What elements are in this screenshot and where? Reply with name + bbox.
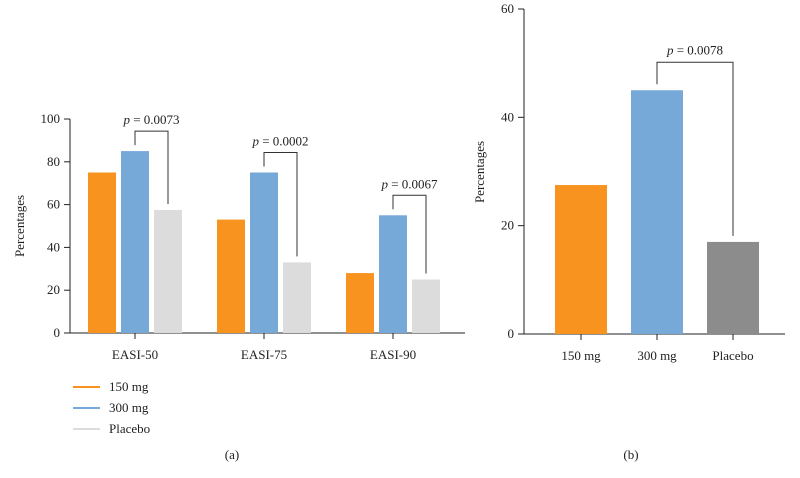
- bar-placebo: [707, 241, 759, 334]
- panel-a-x-labels: EASI-50 EASI-75 EASI-90: [112, 333, 416, 362]
- panel-a-y-tick-label: 80: [47, 154, 60, 169]
- bar-easi-90-150-mg: [346, 273, 374, 333]
- legend-label-300-mg: 300 mg: [109, 400, 149, 415]
- bar-easi-50-300-mg: [121, 151, 149, 333]
- panel-a-label: (a): [225, 447, 239, 462]
- panel-a-annotations: p = 0.0073 p = 0.0002 p = 0.0067: [122, 112, 438, 274]
- panel-a-y-tick-label: 100: [41, 111, 61, 126]
- bar-easi-75-300-mg: [250, 172, 278, 333]
- significance-bracket-easi-75: [263, 152, 298, 257]
- panel-a-y-tick-label: 20: [47, 282, 60, 297]
- legend-label-150-mg: 150 mg: [109, 379, 149, 394]
- panel-b-label: (b): [623, 447, 638, 462]
- p-value-easi-75: p = 0.0002: [251, 134, 308, 149]
- bar-easi-50-placebo: [154, 209, 182, 333]
- significance-bracket-easi-50: [134, 130, 169, 204]
- x-label-150-mg: 150 mg: [561, 348, 601, 363]
- bar-150-mg: [555, 185, 607, 334]
- panel-b-y-label: Percentages: [472, 141, 487, 203]
- significance-bracket-panel-b: [656, 61, 734, 236]
- significance-bracket-easi-90: [392, 194, 427, 274]
- panel-a-y-tick-label: 0: [54, 325, 61, 340]
- panel-a-y-ticks: 0 20 40 60 80 100: [41, 111, 70, 340]
- x-label-easi-75: EASI-75: [241, 347, 287, 362]
- x-label-easi-50: EASI-50: [112, 347, 158, 362]
- bar-easi-75-placebo: [283, 262, 311, 333]
- panel-b-bars: [555, 90, 759, 334]
- p-value-panel-b: p = 0.0078: [666, 42, 723, 57]
- panel-b-x-labels: 150 mg 300 mg Placebo: [561, 334, 754, 363]
- p-value-easi-50: p = 0.0073: [122, 112, 179, 127]
- bar-easi-90-300-mg: [379, 215, 407, 333]
- panel-a-y-label: Percentages: [12, 195, 27, 257]
- p-value-easi-90: p = 0.0067: [380, 176, 438, 191]
- panel-a-y-tick-label: 40: [47, 239, 60, 254]
- x-label-easi-90: EASI-90: [370, 347, 416, 362]
- bar-easi-75-150-mg: [217, 219, 245, 333]
- x-label-300-mg: 300 mg: [637, 348, 677, 363]
- bar-300-mg: [631, 90, 683, 334]
- x-label-placebo: Placebo: [712, 348, 753, 363]
- panel-b-y-tick-label: 60: [501, 1, 514, 16]
- legend-label-placebo: Placebo: [109, 421, 150, 436]
- bar-easi-90-placebo: [412, 279, 440, 333]
- panel-a-bars: [88, 151, 440, 333]
- panel-b-y-tick-label: 0: [508, 326, 515, 341]
- panel-b-y-tick-label: 20: [501, 218, 514, 233]
- panel-a-legend: 150 mg 300 mg Placebo: [73, 379, 150, 436]
- panel-b-y-ticks: 0 20 40 60: [501, 1, 524, 341]
- bar-easi-50-150-mg: [88, 172, 116, 333]
- panel-b-annotations: p = 0.0078: [656, 42, 734, 236]
- panel-a-y-tick-label: 60: [47, 197, 60, 212]
- panel-b-y-tick-label: 40: [501, 109, 514, 124]
